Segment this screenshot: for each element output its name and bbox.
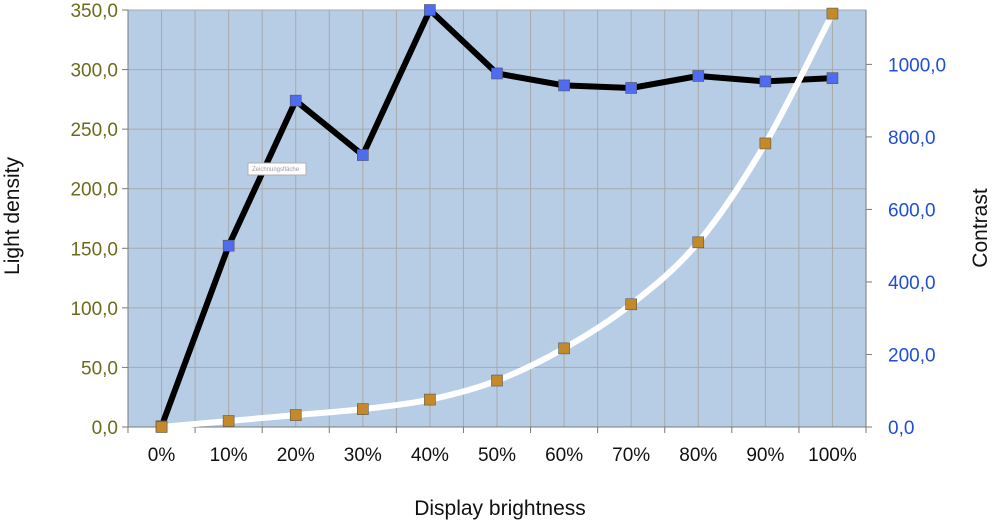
- series-2-point[interactable]: [424, 393, 436, 406]
- right-tick-label: 0,0: [888, 418, 914, 439]
- series-markers: [155, 4, 839, 433]
- left-tick-label: 0,0: [92, 418, 118, 439]
- right-tick-label: 800,0: [888, 128, 936, 149]
- left-tick-label: 100,0: [70, 299, 118, 320]
- tooltip-label: Zeichnungsfläche: [252, 167, 300, 173]
- right-tick-label: 600,0: [888, 200, 936, 221]
- series-1-point[interactable]: [491, 67, 503, 80]
- x-tick-label: 20%: [277, 445, 315, 466]
- left-tick-label: 200,0: [70, 180, 118, 201]
- x-tick-label: 80%: [679, 445, 717, 466]
- right-tick-label: 200,0: [888, 345, 936, 366]
- x-tick-label: 60%: [545, 445, 583, 466]
- series-1-point[interactable]: [759, 75, 772, 88]
- right-tick-label: 1000,0: [888, 55, 946, 76]
- series-2-point[interactable]: [759, 137, 772, 150]
- x-axis-title: Display brightness: [414, 497, 586, 520]
- series-2-point[interactable]: [491, 374, 503, 387]
- x-tick-label: 50%: [478, 445, 516, 466]
- left-axis-ticks: 0,0 50,0 100,0 150,0 200,0 250,0 300,0 350,0: [70, 1, 118, 439]
- left-axis-title: Light density: [1, 157, 24, 275]
- x-tick-label: 0%: [148, 445, 176, 466]
- series-2-point[interactable]: [289, 409, 302, 421]
- series-2-point[interactable]: [222, 415, 235, 427]
- x-tick-label: 10%: [210, 445, 248, 466]
- right-tick-label: 400,0: [888, 273, 936, 294]
- right-axis-ticks: 0,0 200,0 400,0 600,0 800,0 1000,0: [888, 55, 946, 439]
- left-tick-label: 350,0: [70, 1, 118, 22]
- left-tick-label: 300,0: [70, 61, 118, 82]
- series-1-point[interactable]: [625, 82, 637, 94]
- series-1-point[interactable]: [222, 239, 235, 252]
- x-tick-label: 30%: [344, 445, 382, 466]
- series-1-point[interactable]: [357, 149, 369, 161]
- series-1-point[interactable]: [692, 70, 705, 82]
- right-axis-title: Contrast: [969, 188, 992, 268]
- x-tick-label: 90%: [746, 445, 784, 466]
- series-2-point[interactable]: [625, 298, 637, 311]
- series-1-point[interactable]: [289, 94, 302, 107]
- series-1-point[interactable]: [424, 4, 436, 16]
- series-2-point[interactable]: [826, 7, 839, 20]
- left-tick-label: 250,0: [70, 120, 118, 141]
- left-tick-label: 150,0: [70, 239, 118, 260]
- chart-area-tooltip: Zeichnungsfläche: [247, 162, 307, 176]
- series-2-point[interactable]: [692, 236, 705, 249]
- series-2-point[interactable]: [357, 403, 369, 415]
- series-1-point[interactable]: [558, 79, 570, 92]
- x-tick-label: 100%: [808, 445, 857, 466]
- series-2-point[interactable]: [155, 421, 168, 433]
- x-tick-label: 70%: [612, 445, 650, 466]
- series-line-2: [158, 10, 836, 430]
- series-2-point[interactable]: [558, 342, 570, 355]
- x-axis-ticks: 0% 10% 20% 30% 40% 50% 60% 70% 80% 90% 100%: [148, 445, 857, 466]
- left-tick-label: 50,0: [81, 358, 118, 379]
- x-tick-label: 40%: [411, 445, 449, 466]
- series-1-point[interactable]: [826, 72, 839, 84]
